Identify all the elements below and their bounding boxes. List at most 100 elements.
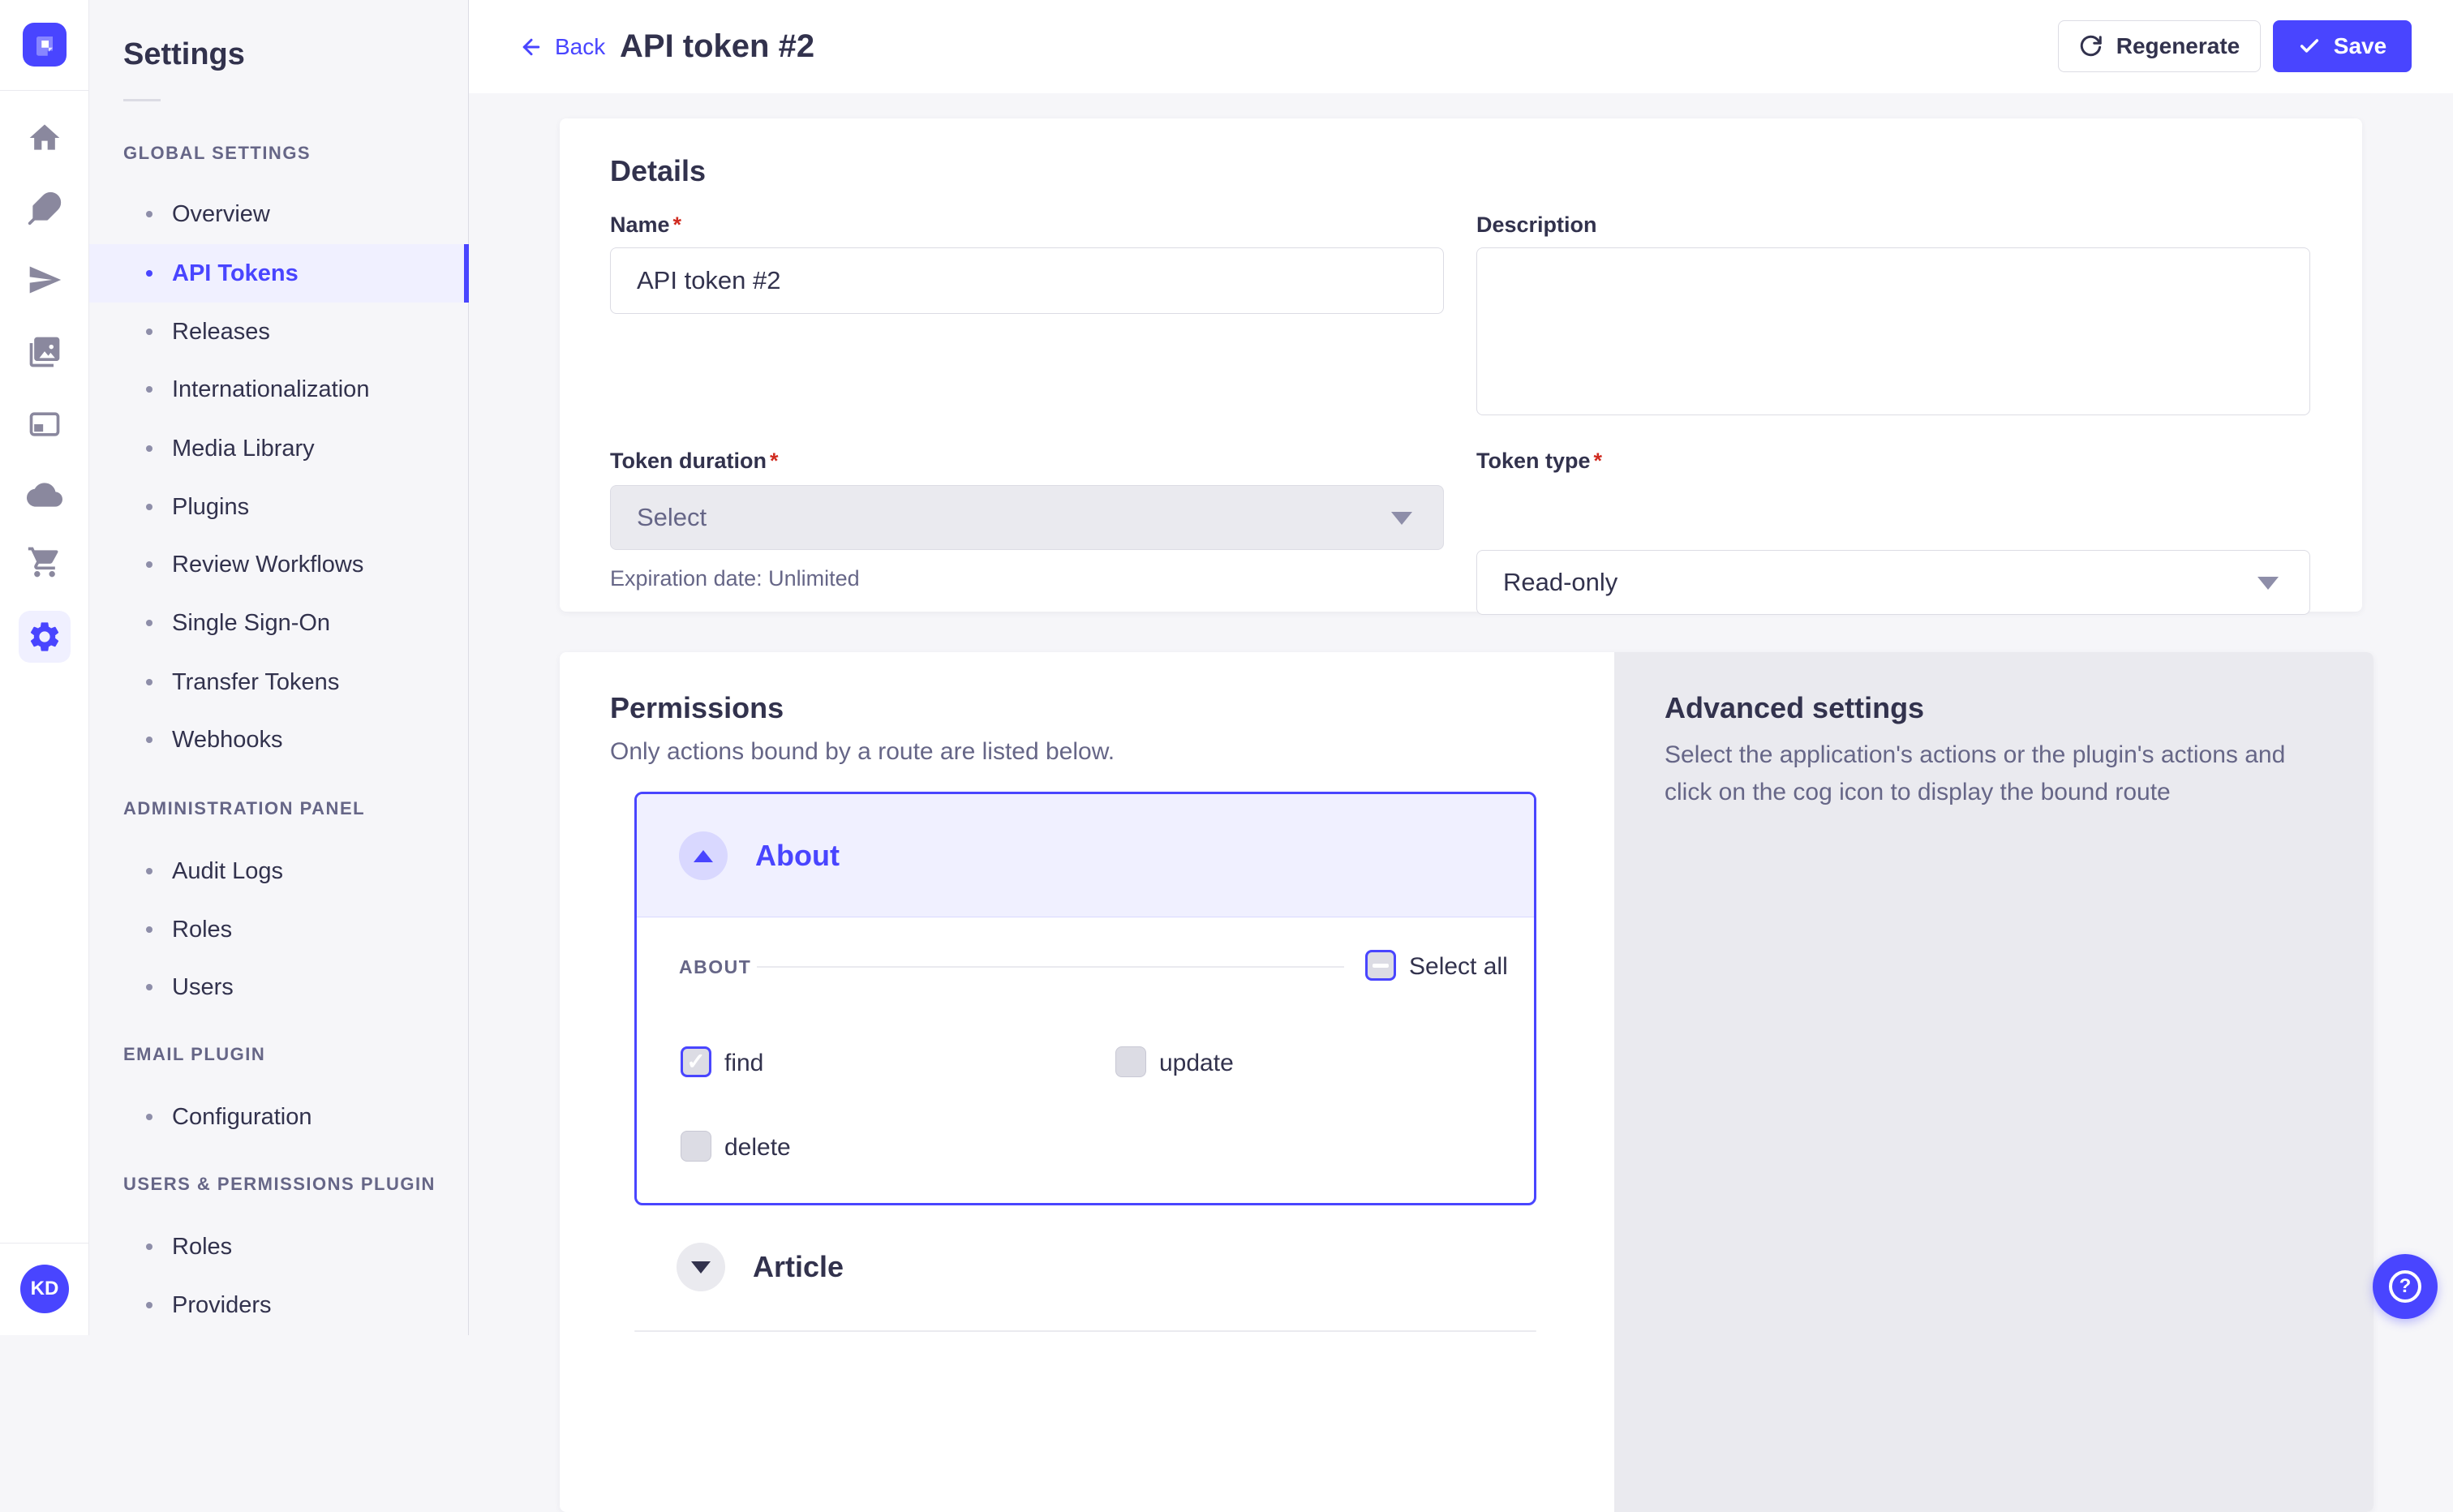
next-accordion-edge bbox=[634, 1330, 1536, 1332]
bullet-icon bbox=[146, 926, 153, 933]
sidebar-item-configuration[interactable]: Configuration bbox=[89, 1088, 469, 1146]
bullet-icon bbox=[146, 270, 153, 277]
accordion-about: About ABOUT Select all ✓ find update del… bbox=[634, 792, 1536, 1205]
sidebar-item-up-roles[interactable]: Roles bbox=[89, 1218, 469, 1276]
sidebar-item-audit-logs[interactable]: Audit Logs bbox=[89, 842, 469, 900]
accordion-about-header[interactable]: About bbox=[637, 794, 1534, 917]
checkbox-find-label: find bbox=[724, 1050, 764, 1076]
sidebar-item-media-library[interactable]: Media Library bbox=[89, 419, 469, 478]
rail-divider bbox=[0, 1243, 89, 1244]
sidebar-item-plugins[interactable]: Plugins bbox=[89, 478, 469, 536]
permissions-card: Advanced settings Select the application… bbox=[560, 652, 2374, 1512]
sidebar-item-providers[interactable]: Providers bbox=[89, 1276, 469, 1334]
collapse-toggle[interactable] bbox=[679, 831, 728, 880]
home-icon[interactable] bbox=[27, 120, 62, 156]
strapi-logo[interactable] bbox=[23, 23, 67, 67]
sidebar-item-internationalization[interactable]: Internationalization bbox=[89, 360, 469, 419]
bullet-icon bbox=[146, 1244, 153, 1250]
sidebar-item-webhooks[interactable]: Webhooks bbox=[89, 711, 469, 769]
bullet-icon bbox=[146, 561, 153, 568]
arrow-left-icon bbox=[522, 38, 540, 55]
check-icon: ✓ bbox=[686, 1049, 706, 1074]
back-link[interactable]: Back bbox=[519, 0, 605, 93]
select-all-label: Select all bbox=[1409, 953, 1508, 980]
section-label-users-permissions-plugin: USERS & PERMISSIONS PLUGIN bbox=[123, 1174, 436, 1194]
checkbox-update[interactable] bbox=[1115, 1046, 1146, 1077]
about-section-label: ABOUT bbox=[679, 956, 752, 977]
rotate-icon bbox=[2080, 35, 2102, 57]
bullet-icon bbox=[146, 620, 153, 626]
rail-divider bbox=[0, 90, 89, 91]
sidebar-item-admin-roles[interactable]: Roles bbox=[89, 900, 469, 959]
checkbox-update-label: update bbox=[1159, 1050, 1234, 1076]
section-label-administration-panel: ADMINISTRATION PANEL bbox=[123, 798, 366, 818]
section-label-email-plugin: EMAIL PLUGIN bbox=[123, 1044, 266, 1064]
checkbox-delete[interactable] bbox=[681, 1131, 711, 1162]
details-title: Details bbox=[610, 154, 707, 187]
layout-icon[interactable] bbox=[27, 406, 62, 442]
token-duration-select[interactable]: Select bbox=[610, 485, 1444, 550]
settings-sidebar: Settings GLOBAL SETTINGS Overview API To… bbox=[89, 0, 469, 1335]
active-indicator bbox=[464, 244, 469, 303]
bullet-icon bbox=[146, 211, 153, 217]
accordion-article-toggle[interactable] bbox=[677, 1243, 725, 1291]
sidebar-item-review-workflows[interactable]: Review Workflows bbox=[89, 535, 469, 594]
chevron-up-icon bbox=[694, 849, 713, 862]
bullet-icon bbox=[146, 679, 153, 685]
accordion-about-title: About bbox=[755, 839, 840, 872]
cart-icon[interactable] bbox=[27, 544, 62, 580]
media-library-icon[interactable] bbox=[27, 334, 62, 370]
expiration-helper: Expiration date: Unlimited bbox=[610, 566, 860, 591]
token-duration-label: Token duration bbox=[610, 449, 779, 474]
name-label: Name bbox=[610, 213, 681, 238]
rail-item-settings[interactable] bbox=[19, 611, 71, 663]
bullet-icon bbox=[146, 329, 153, 335]
chevron-down-icon bbox=[691, 1261, 711, 1274]
checkbox-delete-label: delete bbox=[724, 1134, 791, 1161]
gear-icon bbox=[30, 622, 59, 651]
sidebar-item-api-tokens[interactable]: API Tokens bbox=[89, 244, 469, 303]
accordion-article-title[interactable]: Article bbox=[753, 1250, 844, 1283]
bullet-icon bbox=[146, 1302, 153, 1308]
chevron-down-icon bbox=[2258, 577, 2279, 590]
description-textarea[interactable] bbox=[1476, 247, 2310, 415]
token-type-label: Token type bbox=[1476, 449, 1602, 474]
sidebar-item-single-sign-on[interactable]: Single Sign-On bbox=[89, 594, 469, 652]
bullet-icon bbox=[146, 504, 153, 510]
save-button[interactable]: Save bbox=[2273, 20, 2412, 72]
section-label-global-settings: GLOBAL SETTINGS bbox=[123, 143, 311, 163]
sidebar-title: Settings bbox=[123, 37, 245, 71]
advanced-settings-panel: Advanced settings Select the application… bbox=[1614, 652, 2374, 1512]
sidebar-item-overview[interactable]: Overview bbox=[89, 185, 469, 243]
sidebar-item-transfer-tokens[interactable]: Transfer Tokens bbox=[89, 653, 469, 711]
bullet-icon bbox=[146, 1114, 153, 1120]
token-type-select[interactable]: Read-only bbox=[1476, 550, 2310, 615]
divider bbox=[123, 99, 161, 101]
bullet-icon bbox=[146, 868, 153, 874]
check-icon bbox=[2300, 39, 2318, 53]
help-button[interactable]: ? bbox=[2373, 1254, 2438, 1319]
advanced-settings-description: Select the application's actions or the … bbox=[1665, 741, 2286, 805]
avatar[interactable]: KD bbox=[20, 1265, 69, 1313]
question-mark-icon: ? bbox=[2389, 1270, 2421, 1303]
sidebar-item-users[interactable]: Users bbox=[89, 958, 469, 1016]
regenerate-button[interactable]: Regenerate bbox=[2058, 20, 2261, 72]
cloud-icon[interactable] bbox=[27, 477, 62, 513]
permissions-title: Permissions bbox=[610, 691, 784, 724]
checkbox-find[interactable]: ✓ bbox=[681, 1046, 711, 1077]
bullet-icon bbox=[146, 984, 153, 990]
name-input[interactable] bbox=[610, 247, 1444, 314]
bullet-icon bbox=[146, 386, 153, 393]
permissions-subtitle: Only actions bound by a route are listed… bbox=[610, 738, 1115, 765]
page-header: Back API token #2 Regenerate Save bbox=[469, 0, 2453, 93]
divider bbox=[757, 966, 1344, 968]
feather-icon[interactable] bbox=[27, 191, 62, 226]
advanced-settings-title: Advanced settings bbox=[1665, 691, 1925, 724]
details-card: Details Name Description Token duration … bbox=[560, 118, 2362, 615]
select-all-checkbox[interactable] bbox=[1365, 950, 1396, 981]
page-title: API token #2 bbox=[620, 28, 815, 64]
sidebar-item-releases[interactable]: Releases bbox=[89, 303, 469, 361]
bullet-icon bbox=[146, 445, 153, 452]
chevron-down-icon bbox=[1391, 512, 1412, 525]
paper-plane-icon[interactable] bbox=[27, 262, 62, 298]
